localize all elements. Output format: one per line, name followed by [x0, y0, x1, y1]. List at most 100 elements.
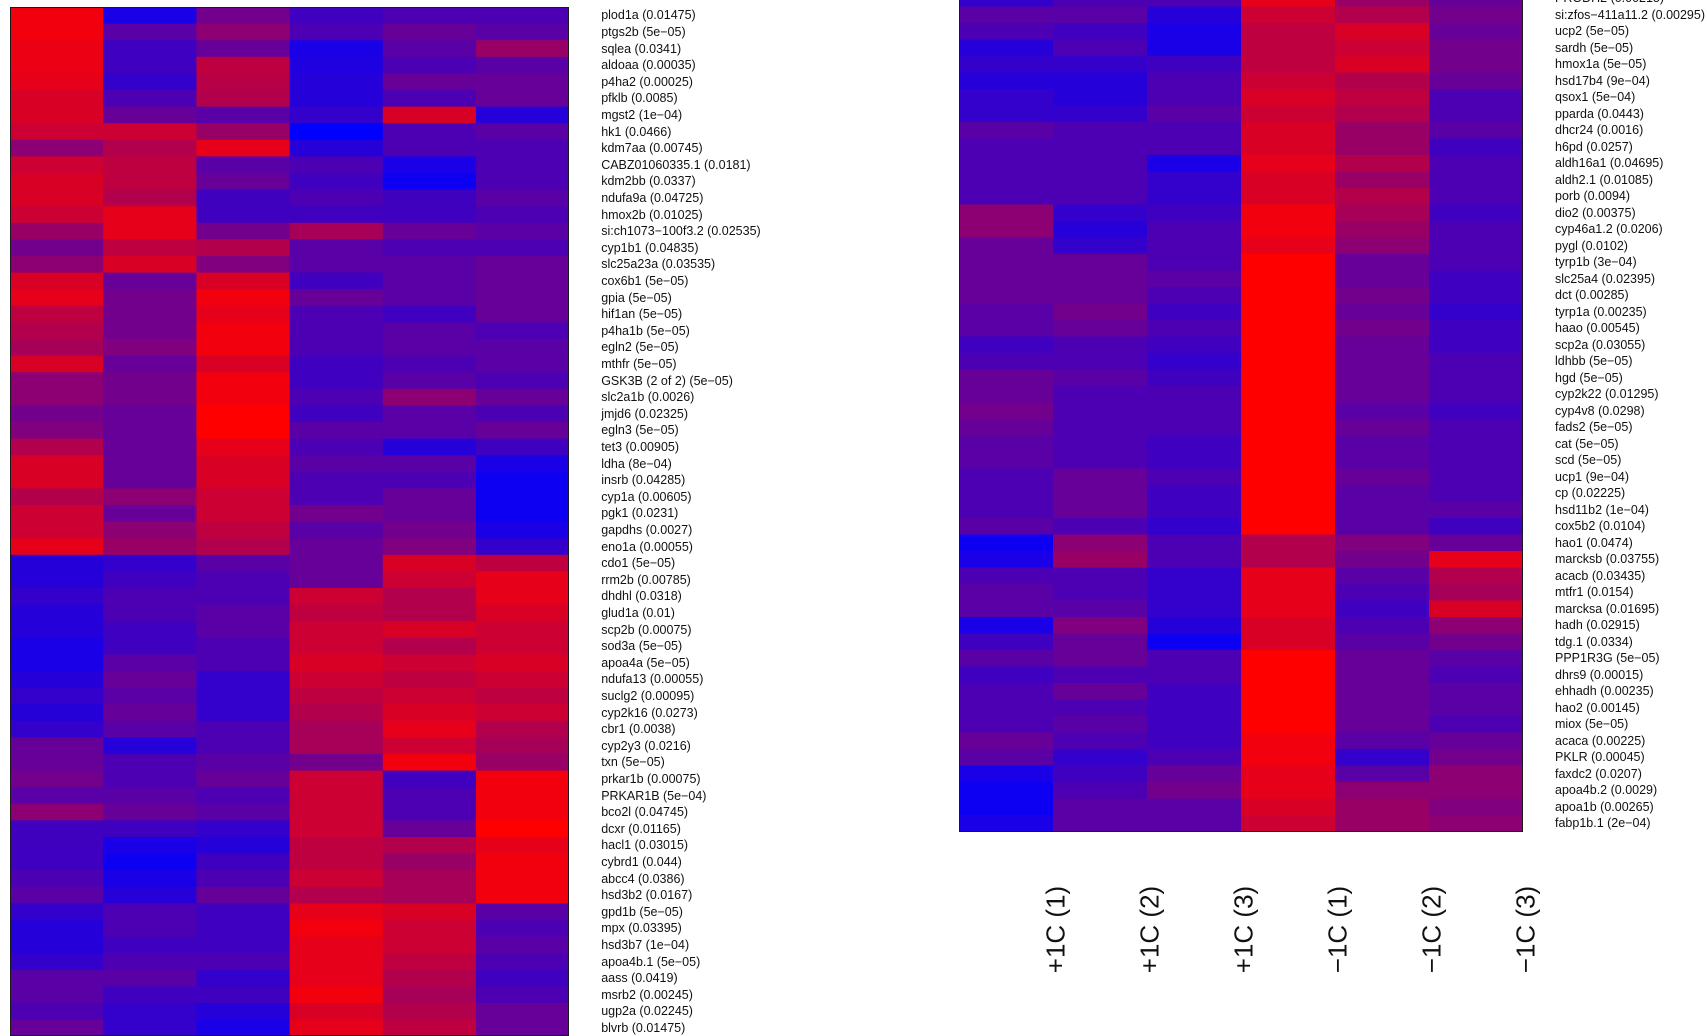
- gene-label: gpia (5e−05): [601, 290, 672, 305]
- heatmap-cell: [10, 488, 104, 506]
- heatmap-cell: [1053, 749, 1148, 767]
- heatmap-cell: [382, 986, 477, 1004]
- gene-label: cyp2k16 (0.0273): [601, 705, 698, 720]
- heatmap-cell: [196, 737, 291, 755]
- heatmap-cell: [1335, 782, 1430, 800]
- heatmap-cell: [289, 7, 384, 25]
- heatmap-cell: [959, 39, 1054, 57]
- gene-label: slc2a1b (0.0026): [601, 390, 695, 405]
- heatmap-cell: [1335, 633, 1430, 651]
- heatmap-cell: [1241, 270, 1336, 288]
- gene-label: marcksb (0.03755): [1555, 552, 1660, 567]
- heatmap-cell: [959, 402, 1054, 420]
- heatmap-cell: [196, 23, 291, 41]
- heatmap-cell: [475, 189, 570, 207]
- heatmap-cell: [196, 338, 291, 357]
- heatmap-cell: [1147, 468, 1242, 486]
- heatmap-cell: [1335, 518, 1430, 536]
- heatmap-cell: [475, 554, 570, 572]
- heatmap-cell: [1241, 287, 1336, 305]
- heatmap-cell: [1241, 39, 1336, 57]
- heatmap-cell: [10, 322, 104, 340]
- heatmap-cell: [103, 173, 197, 191]
- heatmap-cell: [1429, 567, 1523, 585]
- heatmap-cell: [475, 654, 570, 672]
- heatmap-cell: [10, 189, 104, 207]
- heatmap-cell: [475, 23, 570, 41]
- heatmap-cell: [10, 587, 104, 606]
- heatmap-cell: [382, 903, 477, 921]
- heatmap-cell: [1429, 138, 1523, 156]
- heatmap-cell: [959, 435, 1054, 453]
- heatmap-cell: [959, 221, 1054, 239]
- gene-label: scp2a (0.03055): [1555, 337, 1646, 352]
- heatmap-cell: [196, 73, 291, 91]
- heatmap-cell: [103, 770, 197, 788]
- heatmap-cell: [1053, 89, 1148, 107]
- heatmap-cell: [196, 7, 291, 25]
- gene-label: hgd (5e−05): [1555, 370, 1623, 385]
- heatmap-cell: [289, 305, 384, 323]
- heatmap-cell: [10, 753, 104, 772]
- heatmap-cell: [382, 521, 477, 539]
- heatmap-cell: [382, 1002, 477, 1021]
- heatmap-cell: [1335, 336, 1430, 354]
- heatmap-cell: [475, 106, 570, 124]
- heatmap-cell: [1429, 39, 1523, 57]
- left-heatmap-grid: [10, 7, 570, 1036]
- heatmap-cell: [289, 23, 384, 41]
- heatmap-cell: [1147, 402, 1242, 420]
- heatmap-cell: [959, 749, 1054, 767]
- heatmap-cell: [1053, 452, 1148, 470]
- heatmap-cell: [959, 155, 1054, 173]
- gene-label: dct (0.00285): [1555, 288, 1629, 303]
- heatmap-cell: [1429, 188, 1523, 206]
- heatmap-cell: [1335, 155, 1430, 173]
- heatmap-cell: [1053, 303, 1148, 321]
- heatmap-cell: [1241, 798, 1336, 816]
- heatmap-cell: [103, 23, 197, 41]
- heatmap-cell: [10, 471, 104, 489]
- heatmap-cell: [1241, 221, 1336, 239]
- heatmap-cell: [1429, 650, 1523, 668]
- heatmap-cell: [382, 471, 477, 489]
- heatmap-cell: [196, 687, 291, 705]
- heatmap-cell: [196, 488, 291, 506]
- heatmap-cell: [1335, 551, 1430, 569]
- heatmap-cell: [959, 485, 1054, 503]
- heatmap-cell: [10, 338, 104, 357]
- heatmap-cell: [382, 870, 477, 888]
- heatmap-cell: [1335, 683, 1430, 701]
- heatmap-cell: [475, 670, 570, 689]
- heatmap-cell: [475, 770, 570, 788]
- heatmap-cell: [382, 554, 477, 572]
- heatmap-cell: [103, 90, 197, 108]
- heatmap-cell: [1335, 386, 1430, 404]
- heatmap-cell: [1241, 386, 1336, 404]
- heatmap-cell: [103, 239, 197, 257]
- heatmap-cell: [10, 803, 104, 821]
- heatmap-cell: [196, 820, 291, 838]
- heatmap-cell: [1147, 105, 1242, 123]
- gene-label: p4ha2 (0.00025): [601, 74, 693, 89]
- heatmap-cell: [10, 56, 104, 75]
- heatmap-cell: [1053, 6, 1148, 24]
- heatmap-cell: [289, 40, 384, 58]
- heatmap-cell: [959, 204, 1054, 222]
- heatmap-cell: [382, 56, 477, 75]
- heatmap-cell: [103, 953, 197, 971]
- heatmap-cell: [1335, 650, 1430, 668]
- heatmap-cell: [475, 123, 570, 141]
- heatmap-cell: [196, 986, 291, 1004]
- heatmap-cell: [1429, 584, 1523, 602]
- heatmap-cell: [289, 173, 384, 191]
- heatmap-cell: [289, 803, 384, 821]
- heatmap-cell: [1429, 716, 1523, 734]
- heatmap-cell: [1429, 501, 1523, 519]
- gene-label: hif1an (5e−05): [601, 307, 683, 322]
- heatmap-cell: [1429, 699, 1523, 717]
- heatmap-cell: [1147, 732, 1242, 750]
- heatmap-cell: [10, 969, 104, 987]
- heatmap-cell: [475, 836, 570, 855]
- heatmap-cell: [289, 919, 384, 938]
